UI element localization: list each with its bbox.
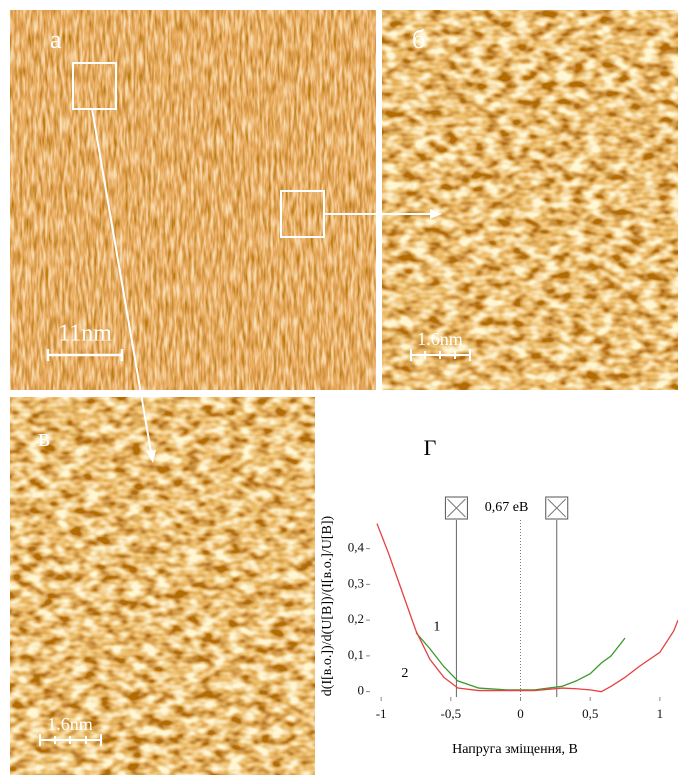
annotation: 0,67 eВ — [485, 500, 529, 515]
y-tick-label: 0 — [358, 683, 365, 698]
x-tick-label: 1 — [657, 706, 664, 721]
x-tick-label: -0,5 — [441, 706, 462, 721]
y-tick-label: 0,3 — [348, 575, 364, 590]
scale-label: 1.6nm — [417, 329, 463, 349]
series-line — [376, 523, 678, 693]
scale-bar — [46, 349, 124, 361]
arrow-head — [430, 209, 442, 219]
stm-image-b — [382, 10, 678, 390]
series-label: 1 — [433, 619, 440, 634]
stm-image-c — [10, 397, 315, 775]
series-label: 2 — [401, 666, 408, 681]
x-tick-label: 0 — [517, 706, 524, 721]
arrow-head — [146, 450, 156, 463]
scale-bar — [39, 734, 102, 746]
x-tick-label: 0,5 — [582, 706, 598, 721]
scale-label: 1.6nm — [47, 714, 93, 734]
stm-image-a — [10, 10, 376, 390]
y-tick-label: 0,1 — [348, 647, 364, 662]
cursor-x — [547, 498, 567, 518]
y-tick-label: 0,4 — [348, 540, 365, 555]
cursor-x — [447, 498, 466, 518]
y-axis-label: d(I[в.о.])/d(U[В])/(I[в.о.]/U[B]) — [320, 515, 335, 696]
scale-label: 11nm — [58, 321, 112, 347]
scale-bar — [410, 349, 471, 361]
y-tick-label: 0,2 — [348, 611, 364, 626]
zoom-box — [72, 62, 117, 110]
chart-title: Г — [424, 435, 437, 460]
series-line — [415, 632, 626, 691]
x-tick-label: -1 — [376, 706, 387, 721]
panel-label: в — [38, 423, 50, 452]
arrow — [91, 108, 152, 453]
panel-label: б — [412, 25, 425, 54]
panel-label: а — [50, 25, 62, 54]
x-axis-label: Напруга зміщення, В — [452, 742, 578, 757]
